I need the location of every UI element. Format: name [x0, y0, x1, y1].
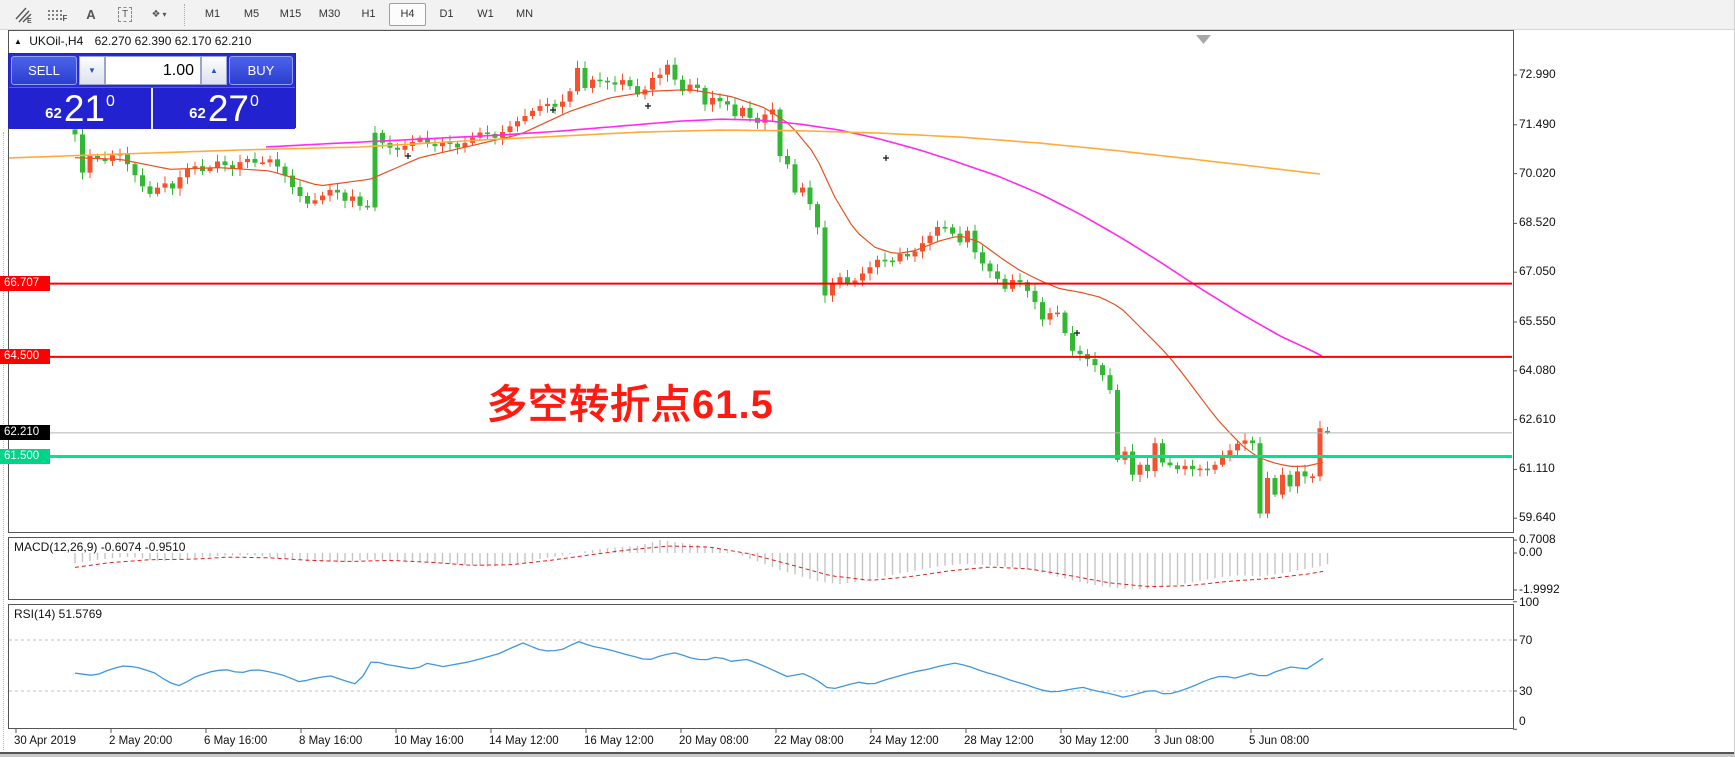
- price-axis-label: 62.610: [1519, 411, 1556, 426]
- price-badge: 62.210: [0, 425, 50, 441]
- sell-button[interactable]: SELL: [11, 56, 77, 85]
- timeframe-button-M5[interactable]: M5: [243, 8, 260, 20]
- timeframe-button-MN[interactable]: MN: [515, 8, 534, 20]
- macd-axis-label: -1.9992: [1519, 581, 1560, 596]
- time-axis-label: 3 Jun 08:00: [1154, 735, 1215, 747]
- price-axis-label: 65.550: [1519, 314, 1556, 328]
- macd-label: MACD(12,26,9) -0.6074 -0.9510: [14, 540, 186, 554]
- price-badge: 64.500: [0, 349, 50, 365]
- time-axis-label: 2 May 20:00: [109, 735, 173, 747]
- panel-drag-handle[interactable]: [3, 132, 4, 750]
- timeframe-button-M15[interactable]: M15: [279, 8, 302, 20]
- timeframe-buttons: M1 M5 M15 M30 H1 H4 D1 W1 MN: [194, 3, 545, 26]
- price-axis-label: 68.520: [1519, 215, 1556, 230]
- rsi-axis-label: 0: [1519, 714, 1526, 728]
- price-axis-label: 64.080: [1519, 362, 1556, 377]
- volume-decrease-button[interactable]: ▼: [79, 56, 105, 85]
- window-bottom-strip: [0, 754, 1735, 757]
- time-axis-label: 28 May 12:00: [964, 735, 1034, 747]
- time-axis-label: 6 May 16:00: [204, 735, 268, 747]
- rsi-label: RSI(14) 51.5769: [14, 607, 103, 621]
- one-click-trading-panel: SELL ▼ ▲ BUY 62 21 0 62 27 0: [8, 53, 296, 129]
- rsi-indicator-panel[interactable]: [8, 604, 1514, 729]
- time-axis-label: 20 May 08:00: [679, 735, 749, 747]
- timeframe-button-M30[interactable]: M30: [318, 8, 341, 20]
- svg-text:E: E: [27, 18, 32, 24]
- buy-price[interactable]: 62 27 0: [153, 88, 295, 129]
- price-badge: 66.707: [0, 276, 50, 292]
- price-axis-label: 67.050: [1519, 264, 1556, 279]
- text-box-icon[interactable]: T: [112, 3, 138, 27]
- time-axis-label: 22 May 08:00: [774, 735, 844, 747]
- time-axis-label: 30 Apr 2019: [14, 735, 77, 747]
- time-axis-label: 10 May 16:00: [394, 735, 464, 747]
- text-label-icon[interactable]: A: [86, 7, 96, 22]
- rsi-axis-label: 70: [1519, 633, 1533, 647]
- rsi-axis-label: 100: [1519, 594, 1540, 609]
- buy-button[interactable]: BUY: [229, 56, 293, 85]
- ohlc-values: 62.270 62.390 62.170 62.210: [94, 34, 252, 48]
- macd-axis-label: 0.7008: [1519, 532, 1556, 547]
- timeframe-button-H1[interactable]: H1: [361, 8, 376, 20]
- timeframe-button-H4[interactable]: H4: [389, 3, 426, 26]
- toolbar: E F A T ❖ ▾ M1 M5 M15 M30 H1 H4 D1 W1 MN: [0, 0, 1735, 30]
- macd-axis-label: 0.00: [1519, 545, 1543, 559]
- time-axis-label: 24 May 12:00: [869, 735, 939, 747]
- window-bottom-border: [0, 752, 1735, 754]
- time-axis-label: 5 Jun 08:00: [1249, 735, 1310, 747]
- price-axis-label: 71.490: [1519, 116, 1556, 131]
- volume-increase-button[interactable]: ▲: [201, 56, 227, 85]
- price-axis-label: 59.640: [1519, 510, 1556, 525]
- timeframe-button-M1[interactable]: M1: [204, 8, 221, 20]
- timeframe-button-D1[interactable]: D1: [439, 8, 454, 20]
- collapse-arrow-icon[interactable]: ▲: [14, 37, 22, 46]
- time-axis-label: 16 May 12:00: [584, 735, 654, 747]
- volume-input[interactable]: [105, 56, 201, 85]
- rsi-axis-label: 30: [1519, 684, 1533, 698]
- time-axis-label: 14 May 12:00: [489, 735, 559, 747]
- arrow-objects-icon[interactable]: ❖ ▾: [151, 9, 167, 20]
- macd-indicator-panel[interactable]: [8, 537, 1514, 600]
- price-axis-label: 61.110: [1519, 461, 1555, 476]
- toolbar-separator: [184, 3, 186, 26]
- chart-title: ▲ UKOil-,H4 62.270 62.390 62.170 62.210: [14, 34, 251, 48]
- price-axis-label: 72.990: [1519, 67, 1556, 81]
- draw-study-icon[interactable]: E: [10, 3, 36, 27]
- chart-text-annotation: 多空转折点61.5: [487, 383, 774, 427]
- price-badge: 61.500: [0, 448, 50, 464]
- symbol-name: UKOil-,H4: [29, 34, 84, 48]
- price-axis-label: 70.020: [1519, 165, 1556, 180]
- time-axis-label: 30 May 12:00: [1059, 735, 1129, 747]
- timeframe-button-W1[interactable]: W1: [477, 8, 494, 20]
- sell-price[interactable]: 62 21 0: [9, 88, 153, 129]
- grid-icon[interactable]: F: [44, 3, 70, 27]
- time-axis-label: 8 May 16:00: [299, 735, 363, 747]
